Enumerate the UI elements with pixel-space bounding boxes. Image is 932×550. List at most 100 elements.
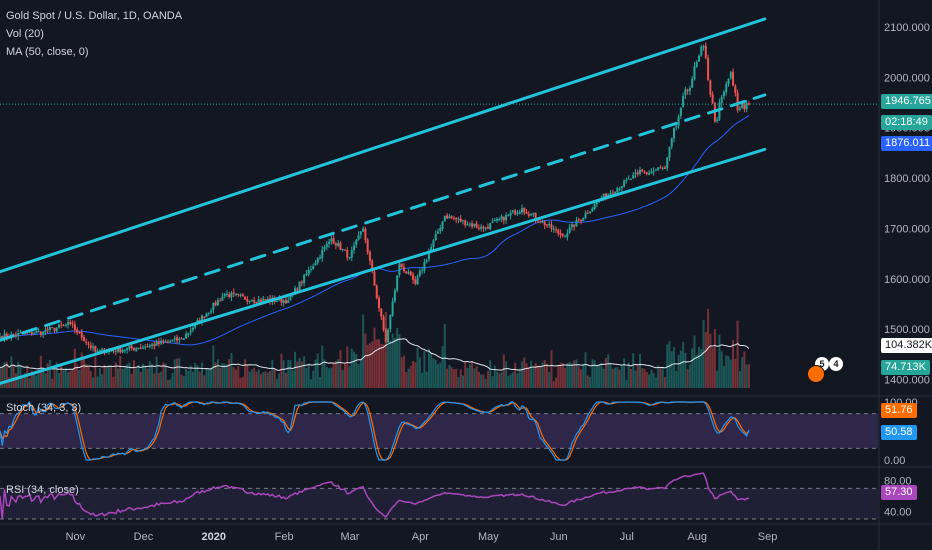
volume-bar	[480, 375, 482, 388]
candle-body	[137, 348, 139, 349]
candle	[387, 328, 389, 344]
volume-bar	[532, 368, 534, 388]
volume-bar	[478, 372, 480, 388]
volume-bar	[412, 361, 414, 388]
candle	[217, 298, 219, 306]
candle-body	[467, 224, 469, 225]
volume-bar	[169, 380, 171, 388]
candle	[287, 297, 289, 303]
candle-body	[637, 172, 639, 174]
candle-body	[650, 172, 652, 174]
candle-body	[210, 311, 212, 313]
candle	[673, 127, 675, 142]
candle	[228, 292, 230, 299]
volume-bar	[144, 366, 146, 388]
candle	[178, 337, 180, 344]
candle	[326, 241, 328, 250]
volume-bar	[510, 374, 512, 388]
volume-bar	[637, 365, 639, 388]
candle-body	[655, 170, 657, 171]
candle	[730, 71, 732, 80]
candle-body	[389, 315, 391, 329]
flag-icon[interactable]	[807, 365, 825, 383]
volume-bar	[439, 362, 441, 388]
candle-body	[78, 332, 80, 333]
candle	[219, 298, 221, 302]
candle	[628, 175, 630, 179]
event-count-b[interactable]: 4	[829, 357, 843, 371]
events-marker[interactable]: 5 4	[807, 357, 841, 385]
candle	[156, 340, 158, 346]
candle	[569, 224, 571, 234]
volume-bar	[414, 362, 416, 388]
volume-bar	[53, 370, 55, 388]
candle	[619, 187, 621, 191]
volume-bar	[265, 371, 267, 388]
candle-body	[398, 264, 400, 275]
candle	[49, 326, 51, 333]
candle-body	[373, 272, 375, 286]
candle-body	[523, 208, 525, 212]
volume-bar	[437, 364, 439, 388]
volume-bar	[210, 368, 212, 388]
candle-body	[40, 331, 42, 334]
candle	[151, 343, 153, 349]
volume-bar	[555, 378, 557, 388]
candle	[360, 231, 362, 239]
candle	[453, 216, 455, 221]
candle	[655, 169, 657, 172]
candle	[664, 166, 666, 169]
candle	[74, 321, 76, 334]
candle	[67, 320, 69, 329]
volume-bar	[13, 365, 15, 388]
volume-bar	[514, 363, 516, 388]
candle	[657, 167, 659, 171]
candle-body	[369, 252, 371, 261]
candle-body	[494, 220, 496, 221]
volume-bar	[589, 377, 591, 388]
symbol-legend[interactable]: Gold Spot / U.S. Dollar, 1D, OANDA	[6, 10, 182, 22]
candle	[51, 327, 53, 328]
volume-bar	[467, 368, 469, 388]
candle-body	[128, 346, 130, 348]
volume-bar	[310, 379, 312, 388]
candle-body	[58, 325, 60, 328]
volume-bar	[112, 377, 114, 388]
volume-legend[interactable]: Vol (20)	[6, 28, 44, 40]
candle	[703, 45, 705, 51]
volume-bar	[585, 352, 587, 388]
candle-body	[228, 294, 230, 297]
candle	[226, 290, 228, 297]
stoch-legend[interactable]: Stoch (34, 3, 3)	[6, 402, 81, 414]
candle	[412, 272, 414, 284]
candle-body	[314, 263, 316, 266]
candle	[174, 336, 176, 343]
candle-body	[705, 46, 707, 58]
candle	[122, 348, 124, 353]
volume-bar	[678, 355, 680, 388]
candle	[653, 167, 655, 175]
candle-body	[262, 299, 264, 302]
candle	[389, 314, 391, 332]
volume-bar	[1, 367, 3, 388]
ma-legend[interactable]: MA (50, close, 0)	[6, 46, 89, 58]
candle-body	[353, 245, 355, 250]
candle	[728, 78, 730, 87]
candle	[478, 224, 480, 230]
volume-bar	[739, 371, 741, 388]
volume-bar	[600, 363, 602, 388]
candle-body	[673, 128, 675, 139]
candle	[457, 217, 459, 224]
candle-body	[260, 300, 262, 302]
candle	[330, 235, 332, 244]
candle	[550, 221, 552, 232]
candle	[353, 242, 355, 254]
candle-body	[47, 329, 49, 330]
candle-body	[669, 147, 671, 158]
candle	[471, 220, 473, 228]
volume-bar	[623, 358, 625, 388]
rsi-legend[interactable]: RSI (34, close)	[6, 484, 79, 496]
volume-bar	[730, 360, 732, 388]
volume-bar	[301, 361, 303, 388]
